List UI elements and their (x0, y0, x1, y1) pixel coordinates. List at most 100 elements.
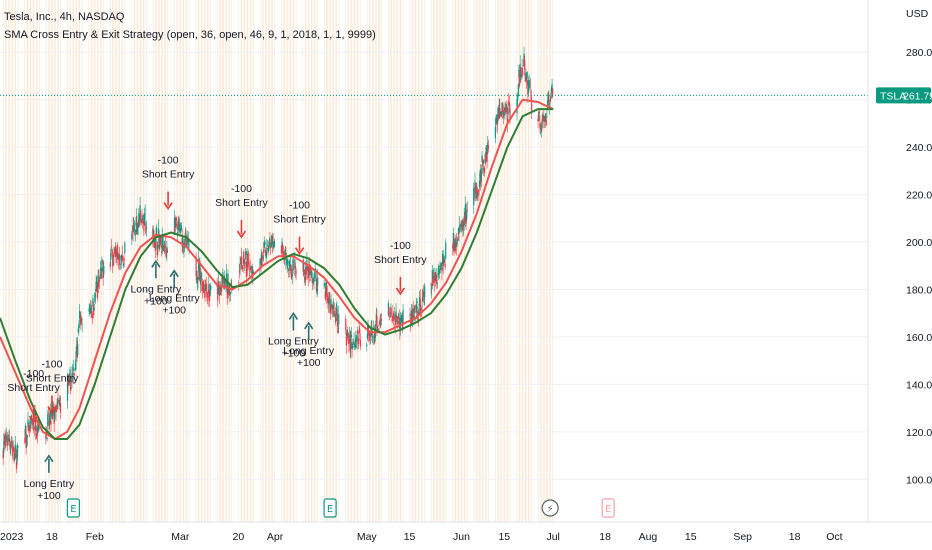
candle-body (431, 287, 433, 290)
candle-body (119, 264, 121, 265)
candle-body (388, 307, 390, 315)
candle-body (176, 224, 178, 229)
candle-body (303, 269, 305, 275)
candle-body (345, 318, 347, 331)
candle-body (463, 216, 465, 224)
candle-body (122, 263, 125, 266)
candle-body (263, 242, 265, 247)
candle-body (136, 222, 138, 234)
time-tick-label: Jul (546, 531, 559, 543)
candle-body (292, 261, 295, 262)
session-band (179, 0, 181, 522)
earnings-event-icon[interactable]: E (66, 498, 80, 518)
candle-body (79, 315, 81, 317)
candle-body (422, 292, 425, 297)
session-band (60, 0, 62, 522)
candle-body (143, 213, 146, 225)
candle-body (145, 223, 147, 234)
trade-label: -100 (158, 155, 179, 167)
time-tick-label: Aug (639, 531, 658, 543)
session-band (495, 0, 496, 522)
short-entry-marker: -100 Short Entry (7, 368, 61, 424)
trade-label: Short Entry (273, 214, 326, 226)
candle-body (33, 425, 35, 431)
candle-body (93, 308, 95, 311)
session-band (335, 0, 337, 522)
candle-body (93, 305, 95, 316)
session-band (378, 0, 380, 522)
candle-body (355, 339, 358, 340)
candle-body (91, 310, 93, 312)
session-band (314, 0, 316, 522)
session-band (177, 0, 178, 522)
candle-body (422, 289, 424, 301)
candle-body (351, 342, 353, 350)
candle-body (96, 282, 98, 283)
candle-body (138, 213, 140, 222)
candle-body (416, 301, 418, 304)
candle-body (103, 265, 105, 274)
candle-body (475, 185, 477, 192)
candle-body (224, 285, 227, 286)
strategy-title[interactable]: SMA Cross Entry & Exit Strategy (open, 3… (4, 29, 376, 41)
session-band (397, 0, 398, 522)
session-band (437, 0, 438, 522)
long-entry-marker: Long Entry+100 (149, 269, 200, 317)
session-band (323, 0, 325, 522)
candle-body (154, 240, 156, 244)
candle-body (142, 221, 144, 224)
candle-body (24, 425, 27, 435)
candle-body (68, 373, 71, 384)
candle-body (474, 181, 476, 190)
candle-body (166, 250, 169, 253)
earnings-event-icon[interactable]: E (601, 498, 615, 518)
session-band (347, 0, 349, 522)
candle-body (185, 234, 187, 246)
session-band (333, 0, 334, 522)
time-tick-label: 15 (404, 531, 416, 543)
candle-body (174, 219, 176, 232)
candle-body (248, 261, 250, 269)
session-band (229, 0, 230, 522)
candle-body (375, 314, 377, 324)
dividend-event-icon[interactable]: ⚡ (541, 499, 559, 517)
candle-body (374, 330, 376, 341)
candle-body (203, 285, 205, 289)
currency-label[interactable]: USD (906, 8, 929, 20)
price-axis[interactable]: 100.00 120.00 140.00 160.00 180.00 200.00 220.… (906, 47, 932, 486)
last-price-value: 261.79 (903, 90, 932, 102)
candle-body (220, 285, 223, 292)
trade-label: Short Entry (142, 169, 195, 181)
session-band (136, 0, 138, 522)
earnings-event-icon[interactable]: E (323, 498, 337, 518)
candle-body (6, 437, 8, 441)
price-tick-label: 140.00 (906, 379, 932, 391)
candle-body (537, 118, 539, 122)
candle-body (348, 335, 351, 338)
candle-body (432, 276, 434, 286)
candle-body (329, 296, 331, 297)
candle-body (436, 283, 439, 285)
candle-body (89, 309, 91, 311)
session-band (97, 0, 98, 522)
candle-body (390, 311, 393, 313)
candle-body (295, 270, 297, 274)
trade-label: Short Entry (215, 197, 268, 209)
session-band (295, 0, 297, 522)
candle-body (72, 367, 74, 370)
candle-body (75, 359, 77, 370)
trade-label: +100 (37, 490, 61, 502)
candle-body (4, 436, 6, 446)
candle-body (394, 317, 397, 325)
candle-body (25, 433, 27, 448)
time-tick-label: Feb (86, 531, 104, 543)
candle-body (187, 241, 189, 245)
candle-body (35, 434, 37, 439)
candle-body (9, 442, 11, 450)
candle-body (453, 240, 455, 253)
trade-label: +100 (162, 305, 186, 317)
session-band (182, 0, 184, 522)
candle-body (326, 287, 328, 297)
time-axis[interactable]: 2023 18 Feb Mar 20 Apr May 15 Jun 15 Jul 18 Aug 15 Sep… (0, 531, 843, 543)
